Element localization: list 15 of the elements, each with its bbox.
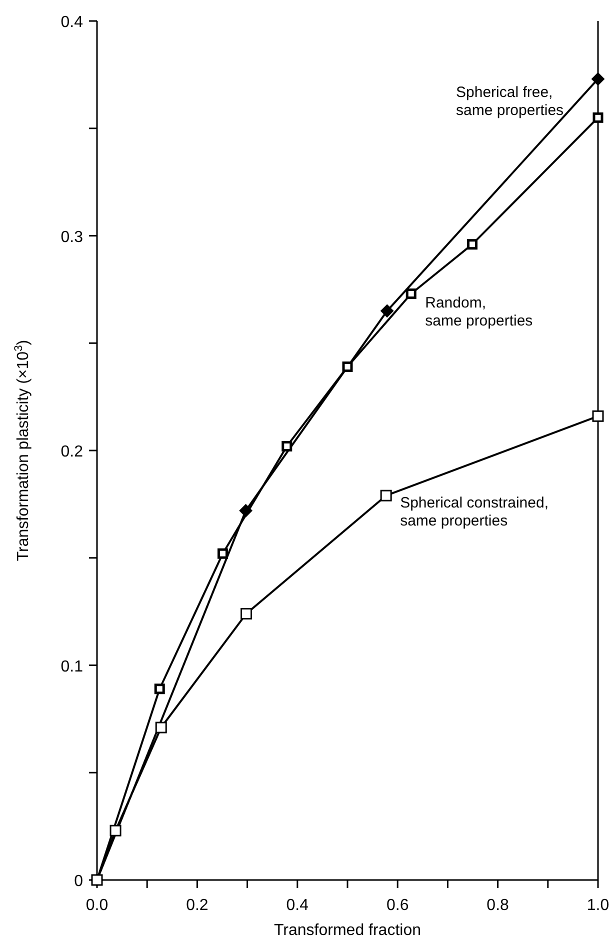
x-axis-title: Transformed fraction [274, 922, 422, 939]
x-tick-label: 0.2 [186, 897, 208, 914]
x-tick-label: 0.6 [386, 897, 409, 914]
y-tick-label: 0.4 [60, 14, 84, 31]
x-tick-label: 1.0 [586, 897, 610, 914]
y-tick-label: 0.1 [60, 658, 84, 676]
y-tick-label: 0.3 [60, 228, 84, 246]
x-tick-label: 0.4 [286, 897, 309, 914]
series-label: Spherical free, same properties [456, 84, 564, 119]
series-label: Random, same properties [425, 294, 533, 330]
y-tick-label: 0.2 [60, 444, 84, 460]
x-tick-label: 0.0 [86, 897, 108, 914]
y-tick-label: 0 [74, 873, 84, 890]
x-tick-label: 0.8 [486, 897, 510, 914]
series-label: Spherical constrained, same properties [400, 494, 548, 530]
